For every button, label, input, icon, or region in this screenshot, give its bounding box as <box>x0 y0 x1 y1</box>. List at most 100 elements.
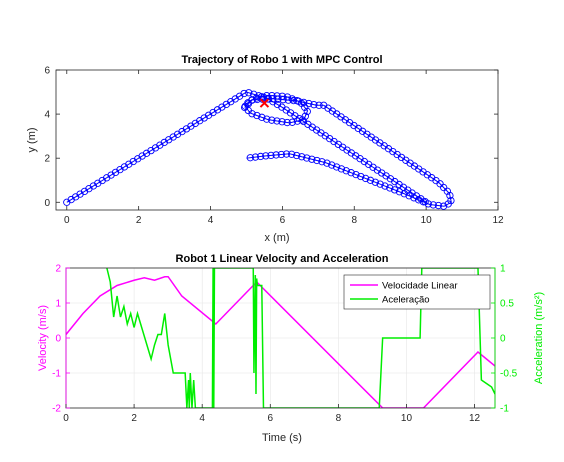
trajectory-point <box>440 183 448 192</box>
acceleration-ytick-label: 0.5 <box>500 299 514 310</box>
trajectory-point <box>371 178 379 186</box>
trajectory-point <box>263 92 271 100</box>
trajectory-point <box>287 150 296 158</box>
trajectory-point <box>419 198 428 206</box>
velocity-acceleration-plot: Robot 1 Linear Velocity and Acceleration… <box>37 253 545 444</box>
trajectory-point <box>323 159 331 167</box>
trajectory-point <box>258 113 266 121</box>
trajectory-ylabel: y (m) <box>26 127 38 152</box>
trajectory-point <box>424 200 432 208</box>
trajectory-point <box>395 188 404 196</box>
trajectory-point <box>277 150 285 159</box>
legend-acceleration-label: Aceleração <box>382 295 430 306</box>
trajectory-xtick-label: 10 <box>421 215 433 226</box>
trajectory-point <box>263 115 271 123</box>
trajectory-point <box>381 182 389 190</box>
acceleration-ytick-label: 1 <box>500 264 506 275</box>
trajectory-point <box>278 118 286 126</box>
trajectory-point <box>443 187 451 195</box>
trajectory-xtick-label: 6 <box>280 215 286 226</box>
trajectory-axes-box <box>55 69 499 211</box>
trajectory-point <box>279 96 287 104</box>
velocity-xtick-label: 8 <box>336 413 342 424</box>
trajectory-point <box>342 167 350 175</box>
velocity-line <box>66 276 495 408</box>
trajectory-point <box>308 155 316 163</box>
trajectory-xtick-label: 0 <box>64 215 70 226</box>
trajectory-point <box>400 190 408 198</box>
trajectory-point <box>332 163 341 171</box>
trajectory-point <box>315 101 323 109</box>
trajectory-point <box>410 194 418 202</box>
velocity-xtick-label: 2 <box>131 413 137 424</box>
trajectory-point <box>303 107 311 116</box>
trajectory-point <box>352 170 360 179</box>
trajectory-xtick-label: 8 <box>351 215 357 226</box>
trajectory-point <box>256 152 265 161</box>
trajectory-xlabel: x (m) <box>264 232 289 244</box>
trajectory-point <box>298 116 307 124</box>
trajectory-xtick-label: 12 <box>492 215 504 226</box>
trajectory-point <box>361 174 370 183</box>
acceleration-ytick-label: 0 <box>500 334 506 345</box>
trajectory-point <box>298 153 306 161</box>
legend: Velocidade Linear Aceleração <box>343 274 491 310</box>
trajectory-point <box>301 103 309 111</box>
trajectory-point <box>293 151 301 160</box>
trajectory-point <box>253 111 261 120</box>
velocity-xtick-label: 10 <box>401 413 413 424</box>
trajectory-point <box>289 96 298 105</box>
velocity-ytick-label: -2 <box>52 404 61 415</box>
acceleration-ylabel: Acceleration (m/s²) <box>533 292 545 384</box>
legend-velocity-label: Velocidade Linear <box>382 281 458 292</box>
trajectory-point <box>328 161 336 169</box>
trajectory-point <box>444 200 452 208</box>
trajectory-xtick-label: 2 <box>136 215 142 226</box>
trajectory-point <box>246 154 254 162</box>
acceleration-line <box>106 268 495 408</box>
legend-box <box>343 274 491 310</box>
velocity-xtick-label: 4 <box>199 413 205 424</box>
trajectory-point <box>282 150 291 158</box>
trajectory-point <box>240 89 248 98</box>
trajectory-point <box>415 196 423 204</box>
trajectory-ytick-label: 4 <box>44 110 50 121</box>
trajectory-point <box>273 117 281 125</box>
trajectory-point <box>303 154 311 162</box>
trajectory-point <box>272 151 280 159</box>
trajectory-point <box>305 99 313 108</box>
trajectory-point <box>268 116 276 124</box>
acceleration-ytick-label: -0.5 <box>500 369 518 380</box>
trajectory-ytick-label: 0 <box>44 198 50 209</box>
trajectory-point <box>386 184 394 192</box>
trajectory-data <box>63 89 455 210</box>
trajectory-point <box>434 201 443 210</box>
trajectory-point <box>248 96 256 104</box>
velocity-xtick-label: 0 <box>63 413 69 424</box>
trajectory-point <box>318 158 326 166</box>
trajectory-point <box>300 98 308 107</box>
trajectory-point <box>293 117 302 125</box>
velocity-ytick-label: -1 <box>52 369 61 380</box>
trajectory-xtick-label: 4 <box>208 215 214 226</box>
trajectory-point <box>288 95 296 103</box>
trajectory-point <box>366 176 375 184</box>
trajectory-point <box>357 172 365 181</box>
trajectory-point <box>245 89 253 97</box>
trajectory-point <box>251 153 260 161</box>
trajectory-point <box>429 201 437 209</box>
trajectory-point <box>310 101 318 109</box>
trajectory-point <box>262 152 270 160</box>
trajectory-point <box>269 95 277 103</box>
trajectory-plot: Trajectory of Robo 1 with MPC Control 0 2… <box>26 54 504 244</box>
trajectory-point <box>295 97 303 105</box>
velocity-xlabel: Time (s) <box>262 432 302 444</box>
trajectory-point <box>347 169 355 177</box>
velocity-xtick-label: 12 <box>469 413 481 424</box>
trajectory-point <box>436 180 444 188</box>
velocity-xtick-label: 6 <box>268 413 274 424</box>
trajectory-point <box>446 191 454 200</box>
trajectory-point <box>284 96 292 104</box>
